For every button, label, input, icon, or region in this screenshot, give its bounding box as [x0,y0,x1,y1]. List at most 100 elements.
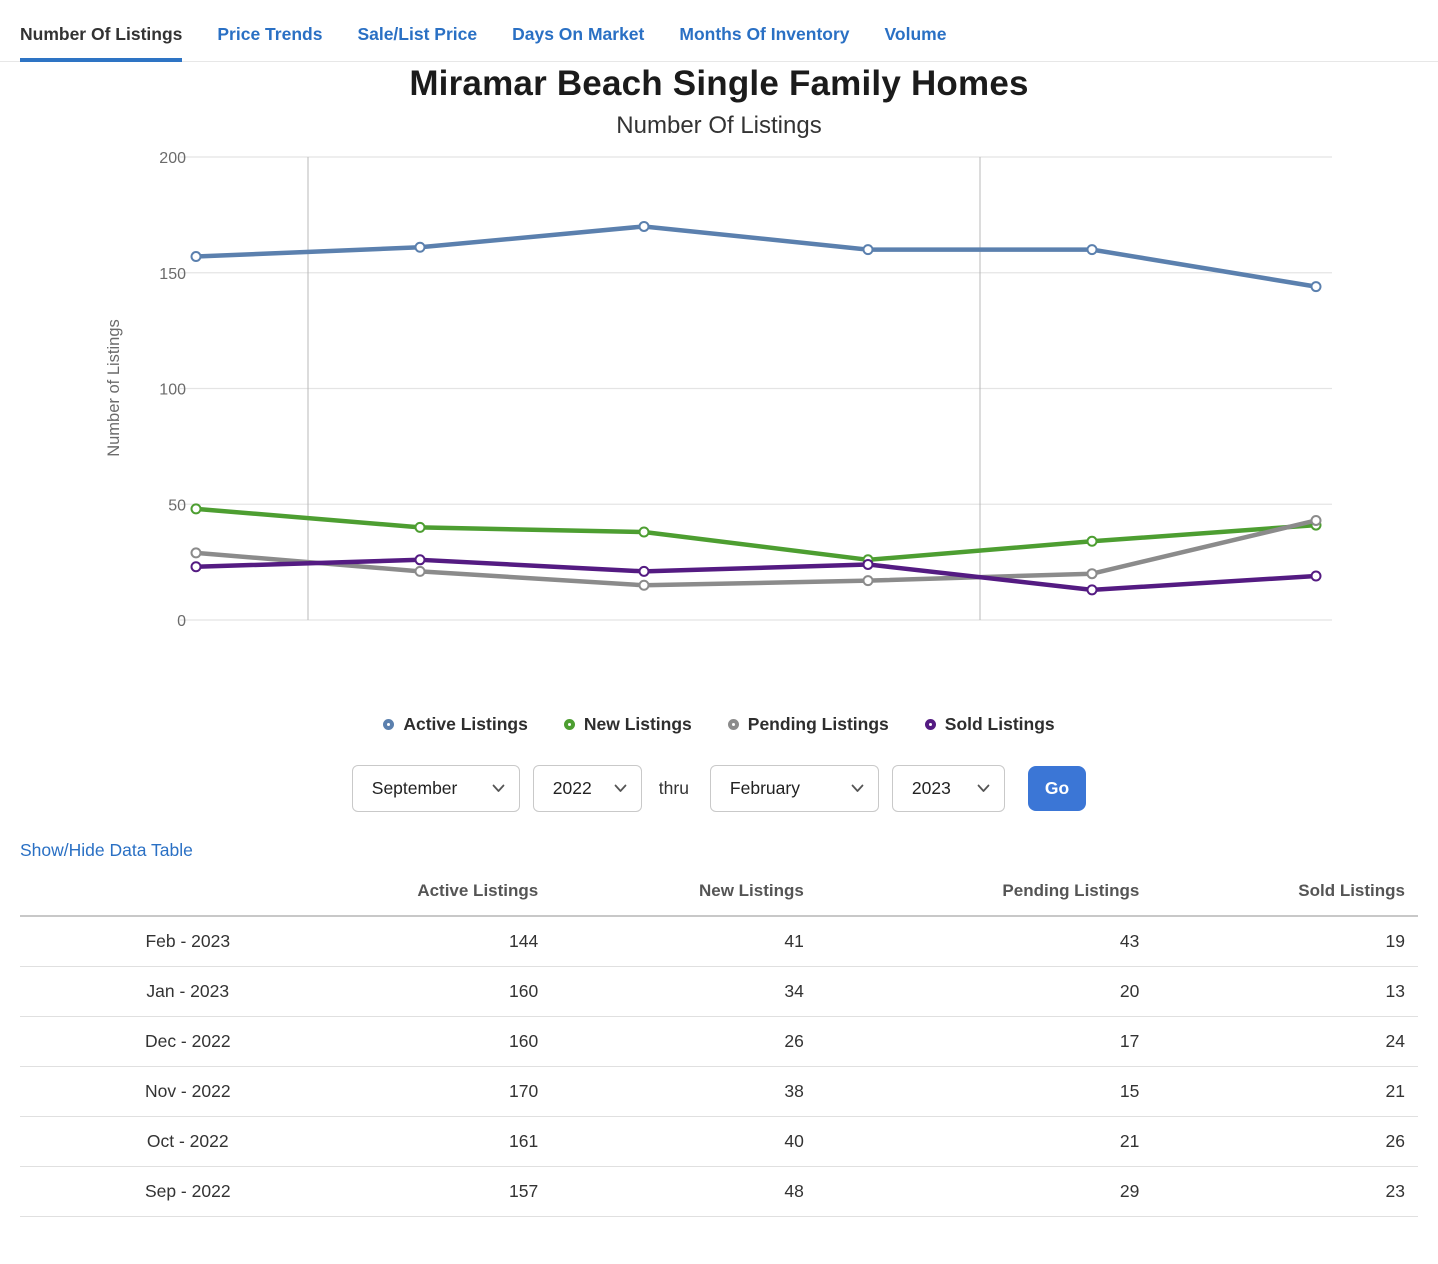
start-year-select[interactable]: 2022 [532,765,642,812]
legend-label: Sold Listings [944,713,1055,734]
table-row-oct-2022: Oct - 2022 161 40 21 26 [20,1116,1418,1167]
chart-legend: Active Listings New Listings Pending Listi… [0,707,1438,741]
page-title: Miramar Beach Single Family Homes [409,64,1029,103]
value-cell-pending-listings: 15 [816,1066,1153,1117]
legend-item-new-listings[interactable]: New Listings [563,713,692,735]
legend-label: Active Listings [403,713,528,734]
data-point-new-listings[interactable] [1086,535,1098,547]
legend-ring-icon [383,718,395,730]
value-cell-pending-listings: 20 [816,966,1153,1017]
period-cell: Feb - 2023 [20,916,356,967]
data-point-sold-listings[interactable] [638,565,650,577]
value-cell-sold-listings: 21 [1152,1066,1418,1117]
data-point-pending-listings[interactable] [862,575,874,587]
legend-item-pending-listings[interactable]: Pending Listings [727,713,889,735]
go-button[interactable]: Go [1027,766,1087,811]
data-point-new-listings[interactable] [190,503,202,515]
data-point-new-listings[interactable] [414,521,426,533]
data-point-new-listings[interactable] [638,526,650,538]
value-cell-new-listings: 26 [551,1016,817,1067]
legend-item-active-listings[interactable]: Active Listings [383,713,528,735]
value-cell-active-listings: 161 [355,1116,552,1167]
end-year-value: 2023 [911,778,951,798]
tab-sale-list-price[interactable]: Sale/List Price [357,24,478,44]
data-point-sold-listings[interactable] [414,554,426,566]
data-point-sold-listings[interactable] [862,558,874,570]
column-header-new-listings: New Listings [551,869,817,917]
data-point-active-listings[interactable] [1310,281,1322,293]
data-point-sold-listings[interactable] [1310,570,1322,582]
legend-label: Pending Listings [747,713,889,734]
column-header-pending-listings: Pending Listings [816,869,1153,917]
value-cell-new-listings: 34 [551,966,817,1017]
legend-label: New Listings [583,713,692,734]
value-cell-pending-listings: 21 [816,1116,1153,1167]
tab-price-trends[interactable]: Price Trends [217,24,323,44]
period-cell: Nov - 2022 [20,1066,356,1117]
data-point-active-listings[interactable] [1086,244,1098,256]
tab-months-of-inventory[interactable]: Months Of Inventory [679,24,850,44]
show-hide-data-table-link[interactable]: Show/Hide Data Table [20,840,193,860]
value-cell-sold-listings: 19 [1152,916,1418,967]
start-year-value: 2022 [552,778,592,798]
table-body: Feb - 2023 144 41 43 19 Jan - 2023 160 34 20 13 De… [20,916,1418,1217]
tab-number-of-listings[interactable]: Number Of Listings [20,24,183,62]
value-cell-sold-listings: 24 [1152,1016,1418,1067]
data-point-pending-listings[interactable] [414,565,426,577]
data-point-sold-listings[interactable] [1086,584,1098,596]
chevron-down-icon [492,784,505,792]
legend-item-sold-listings[interactable]: Sold Listings [924,713,1055,735]
tab-days-on-market[interactable]: Days On Market [512,24,645,44]
period-cell: Jan - 2023 [20,966,356,1017]
y-tick-label: 200 [159,150,186,167]
page-subtitle: Number Of Listings [616,112,822,139]
series-line-pending-listings [193,518,1319,588]
thru-label: thru [658,778,689,798]
y-tick-label: 50 [168,497,186,514]
value-cell-pending-listings: 29 [816,1166,1153,1217]
end-year-select[interactable]: 2023 [891,765,1005,812]
value-cell-new-listings: 48 [551,1166,817,1217]
end-month-select[interactable]: February [709,765,879,812]
value-cell-sold-listings: 26 [1152,1116,1418,1167]
period-cell: Oct - 2022 [20,1116,356,1167]
tab-volume[interactable]: Volume [884,24,947,44]
start-month-select[interactable]: September [351,765,520,812]
value-cell-active-listings: 144 [355,916,552,967]
data-point-pending-listings[interactable] [1086,568,1098,580]
date-range-controls: September 2022 thru February 2023 Go [0,765,1438,812]
y-tick-label: 100 [159,382,186,399]
column-header-active-listings: Active Listings [355,869,552,917]
value-cell-new-listings: 41 [551,916,817,967]
value-cell-active-listings: 157 [355,1166,552,1217]
value-cell-sold-listings: 13 [1152,966,1418,1017]
end-month-value: February [729,778,800,798]
data-point-sold-listings[interactable] [190,561,202,573]
y-tick-label: 150 [159,266,186,283]
y-axis-title: Number of Listings [105,319,123,457]
value-cell-active-listings: 170 [355,1066,552,1117]
data-point-pending-listings[interactable] [1310,514,1322,526]
period-cell: Dec - 2022 [20,1016,356,1067]
y-tick-label: 0 [177,613,186,630]
table-header-row: Active Listings New Listings Pending Listi… [20,869,1418,917]
data-point-active-listings[interactable] [862,244,874,256]
value-cell-new-listings: 38 [551,1066,817,1117]
start-month-value: September [371,778,458,798]
value-cell-active-listings: 160 [355,1016,552,1067]
data-point-pending-listings[interactable] [638,579,650,591]
value-cell-pending-listings: 17 [816,1016,1153,1067]
data-point-active-listings[interactable] [190,251,202,263]
data-point-active-listings[interactable] [638,220,650,232]
value-cell-active-listings: 160 [355,966,552,1017]
table-row-feb-2023: Feb - 2023 144 41 43 19 [20,916,1418,967]
data-point-active-listings[interactable] [414,241,426,253]
chevron-down-icon [851,784,864,792]
chart-header: Miramar Beach Single Family Homes Number… [0,64,1438,140]
value-cell-sold-listings: 23 [1152,1166,1418,1217]
data-table: Active Listings New Listings Pending Listi… [20,869,1418,1217]
series-line-sold-listings [193,557,1319,593]
data-point-pending-listings[interactable] [190,547,202,559]
